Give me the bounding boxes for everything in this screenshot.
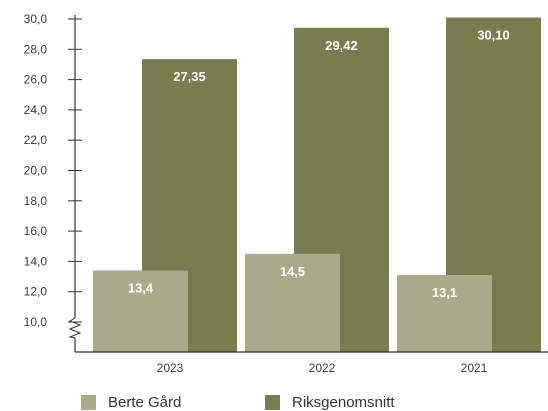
y-tick-label: 16,0 (24, 224, 48, 238)
legend-label-riksgenomsnitt: Riksgenomsnitt (292, 394, 395, 411)
bar-label-berte-gard: 14,5 (280, 264, 305, 279)
legend-item-berte-gard: Berte Gård (81, 394, 181, 411)
y-tick-label: 28,0 (24, 42, 48, 56)
legend-label-berte-gard: Berte Gård (108, 394, 182, 411)
x-category-label: 2021 (461, 361, 488, 375)
y-tick-label: 14,0 (24, 254, 48, 268)
legend-item-riksgenomsnitt: Riksgenomsnitt (265, 394, 395, 411)
bar-label-riksgenomsnitt: 27,35 (173, 69, 206, 84)
axis-break-icon (68, 317, 82, 339)
bar-label-riksgenomsnitt: 29,42 (325, 38, 358, 53)
y-tick-label: 22,0 (24, 133, 48, 147)
legend-swatch-riksgenomsnitt (265, 395, 280, 410)
bar-chart: 10,0 12,0 14,0 16,0 18,0 20,0 22,0 24,0 26,0 28,0… (24, 12, 548, 375)
bar-berte-gard (397, 275, 492, 352)
bar-berte-gard (245, 253, 340, 352)
bar-label-berte-gard: 13,4 (128, 280, 154, 295)
bar-berte-gard (93, 270, 188, 352)
y-tick-label: 12,0 (24, 285, 48, 299)
legend: Berte Gård Riksgenomsnitt (0, 392, 548, 411)
bar-label-berte-gard: 13,1 (432, 285, 457, 300)
y-tick-label: 20,0 (24, 164, 48, 178)
y-axis: 10,0 12,0 14,0 16,0 18,0 20,0 22,0 24,0 26,0 28,0… (24, 12, 82, 352)
x-axis: 2023 2022 2021 (75, 351, 548, 375)
y-tick-label: 10,0 (24, 315, 48, 329)
x-category-label: 2023 (157, 361, 184, 375)
x-category-label: 2022 (309, 361, 336, 375)
y-tick-label: 26,0 (24, 73, 48, 87)
bars: 27,35 13,4 29,42 14,5 30,10 13,1 (93, 17, 541, 353)
y-tick-label: 30,0 (24, 12, 48, 26)
legend-swatch-berte-gard (81, 395, 96, 410)
bar-label-riksgenomsnitt: 30,10 (477, 27, 510, 42)
y-tick-label: 24,0 (24, 103, 48, 117)
y-tick-label: 18,0 (24, 194, 48, 208)
